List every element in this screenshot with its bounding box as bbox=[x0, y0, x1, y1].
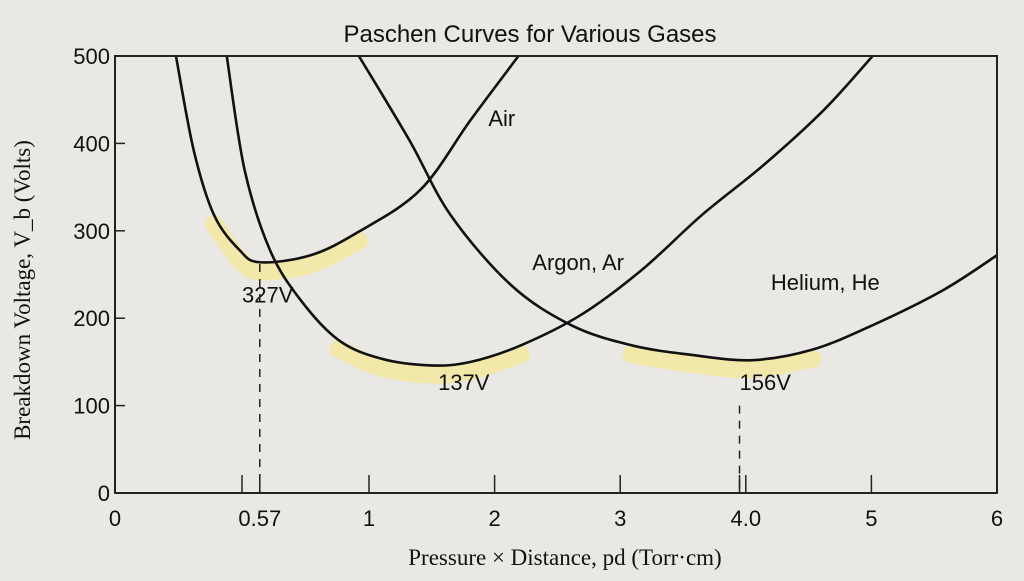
x-tick-label: 0.57 bbox=[238, 506, 281, 531]
highlight-layer bbox=[205, 215, 822, 384]
annotation-label: 137V bbox=[438, 370, 490, 395]
y-tick-label: 200 bbox=[73, 306, 110, 331]
y-tick-label: 0 bbox=[98, 481, 110, 506]
y-axis: 0 100 200 300 400 500 bbox=[73, 44, 125, 506]
plot-frame bbox=[114, 55, 998, 494]
curves-layer: Air Argon, Ar Helium, He bbox=[174, 56, 997, 367]
series-label: Air bbox=[488, 106, 515, 131]
x-tick-label: 2 bbox=[488, 506, 500, 531]
x-axis: 0 0.57 1 2 3 4.0 5 6 bbox=[109, 475, 1003, 531]
y-tick-label: 300 bbox=[73, 219, 110, 244]
annotations-layer: 327V 137V 156V bbox=[242, 264, 791, 493]
annotation-label: 327V bbox=[242, 282, 294, 307]
x-tick-label: 5 bbox=[865, 506, 877, 531]
y-tick-label: 500 bbox=[73, 44, 110, 69]
x-tick-label: 4.0 bbox=[731, 506, 762, 531]
x-tick-label: 6 bbox=[991, 506, 1003, 531]
x-tick-label: 3 bbox=[614, 506, 626, 531]
y-axis-label: Breakdown Voltage, V_b (Volts) bbox=[10, 140, 35, 440]
x-tick-label: 1 bbox=[363, 506, 375, 531]
series-line-0 bbox=[174, 56, 520, 264]
series-line-1 bbox=[225, 56, 874, 367]
highlight-band bbox=[329, 340, 530, 384]
x-tick-label: 0 bbox=[109, 506, 121, 531]
series-line-2 bbox=[357, 56, 997, 362]
highlight-band bbox=[622, 345, 822, 379]
annotation-label: 156V bbox=[740, 370, 792, 395]
series-label: Argon, Ar bbox=[532, 250, 624, 275]
y-tick-label: 400 bbox=[73, 131, 110, 156]
series-label: Helium, He bbox=[771, 270, 880, 295]
y-tick-label: 100 bbox=[73, 394, 110, 419]
x-axis-label: Pressure × Distance, pd (Torr·cm) bbox=[408, 545, 721, 570]
chart-title: Paschen Curves for Various Gases bbox=[343, 21, 716, 48]
